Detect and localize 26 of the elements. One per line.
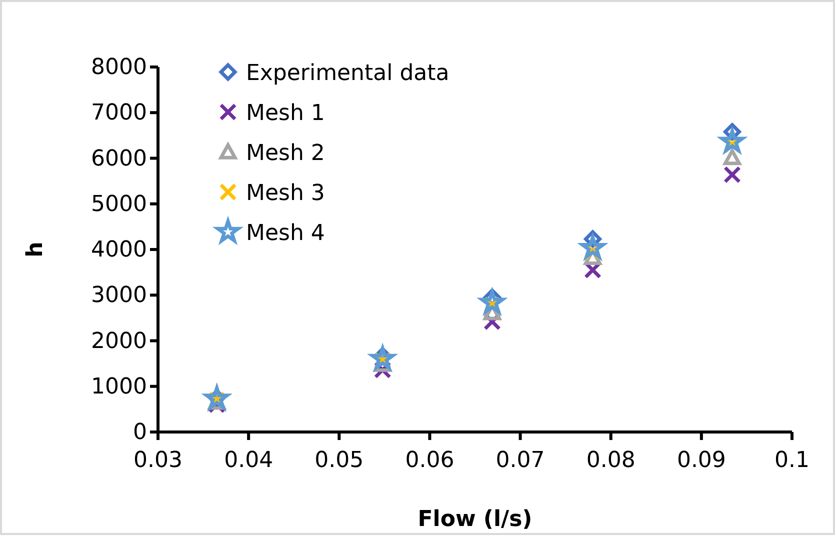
y-tick-label: 4000 bbox=[91, 238, 147, 263]
x-tick-label: 0.08 bbox=[586, 448, 636, 474]
x-axis-title: Flow (l/s) bbox=[418, 507, 532, 532]
x-tick-label: 0.05 bbox=[314, 448, 364, 474]
y-tick-label: 8000 bbox=[91, 55, 147, 80]
y-tick-label: 0 bbox=[133, 420, 147, 446]
x-tick-label: 0.04 bbox=[224, 448, 274, 474]
y-tick-label: 6000 bbox=[91, 146, 147, 172]
y-tick-label: 2000 bbox=[91, 328, 147, 354]
legend-label: Mesh 4 bbox=[246, 221, 325, 246]
y-tick-label: 3000 bbox=[91, 283, 147, 308]
x-tick-label: 0.07 bbox=[496, 448, 545, 474]
legend-label: Experimental data bbox=[246, 61, 450, 86]
y-tick-label: 5000 bbox=[91, 192, 147, 217]
legend-label: Mesh 2 bbox=[246, 141, 325, 166]
x-tick-label: 0.09 bbox=[676, 448, 726, 474]
legend-label: Mesh 3 bbox=[246, 181, 325, 206]
x-tick-label: 0.03 bbox=[134, 448, 182, 474]
y-tick-label: 7000 bbox=[91, 100, 147, 126]
x-tick-label: 0.1 bbox=[774, 448, 810, 474]
y-tick-label: 1000 bbox=[91, 374, 147, 400]
point bbox=[723, 149, 741, 166]
legend-label: Mesh 1 bbox=[246, 101, 325, 126]
x-tick-label: 0.06 bbox=[405, 448, 454, 474]
y-axis-title: h bbox=[23, 242, 48, 258]
point bbox=[723, 166, 741, 184]
